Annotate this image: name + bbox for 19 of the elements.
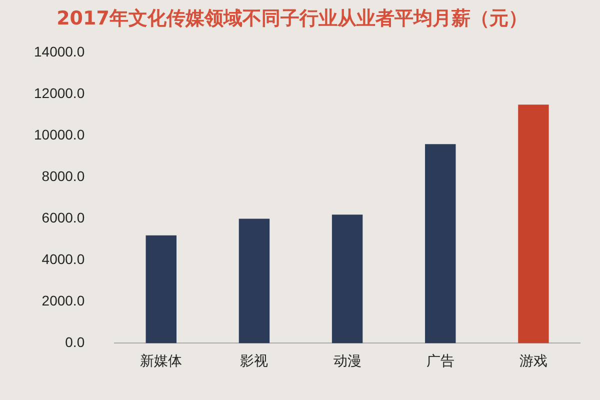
bar (518, 104, 549, 344)
y-tick-label: 6000.0 (42, 210, 85, 226)
y-tick-label: 14000.0 (34, 44, 85, 60)
bar (425, 144, 456, 344)
x-tick-label: 游戏 (519, 352, 548, 368)
x-tick-label: 动漫 (333, 352, 362, 368)
bar (332, 214, 363, 344)
y-tick-label: 10000.0 (34, 126, 85, 143)
y-tick-label: 0.0 (65, 334, 85, 350)
chart-title: 2017年文化传媒领域不同子行业从业者平均月薪（元） (56, 7, 528, 30)
y-tick-label: 12000.0 (34, 85, 85, 102)
x-tick-label: 新媒体 (140, 352, 182, 368)
x-tick-label: 影视 (240, 352, 268, 368)
bar (146, 235, 177, 344)
y-tick-label: 8000.0 (42, 168, 85, 184)
x-tick-label: 广告 (426, 352, 454, 368)
y-tick-label: 2000.0 (42, 292, 85, 309)
bar (238, 218, 270, 344)
y-tick-label: 4000.0 (42, 251, 85, 268)
